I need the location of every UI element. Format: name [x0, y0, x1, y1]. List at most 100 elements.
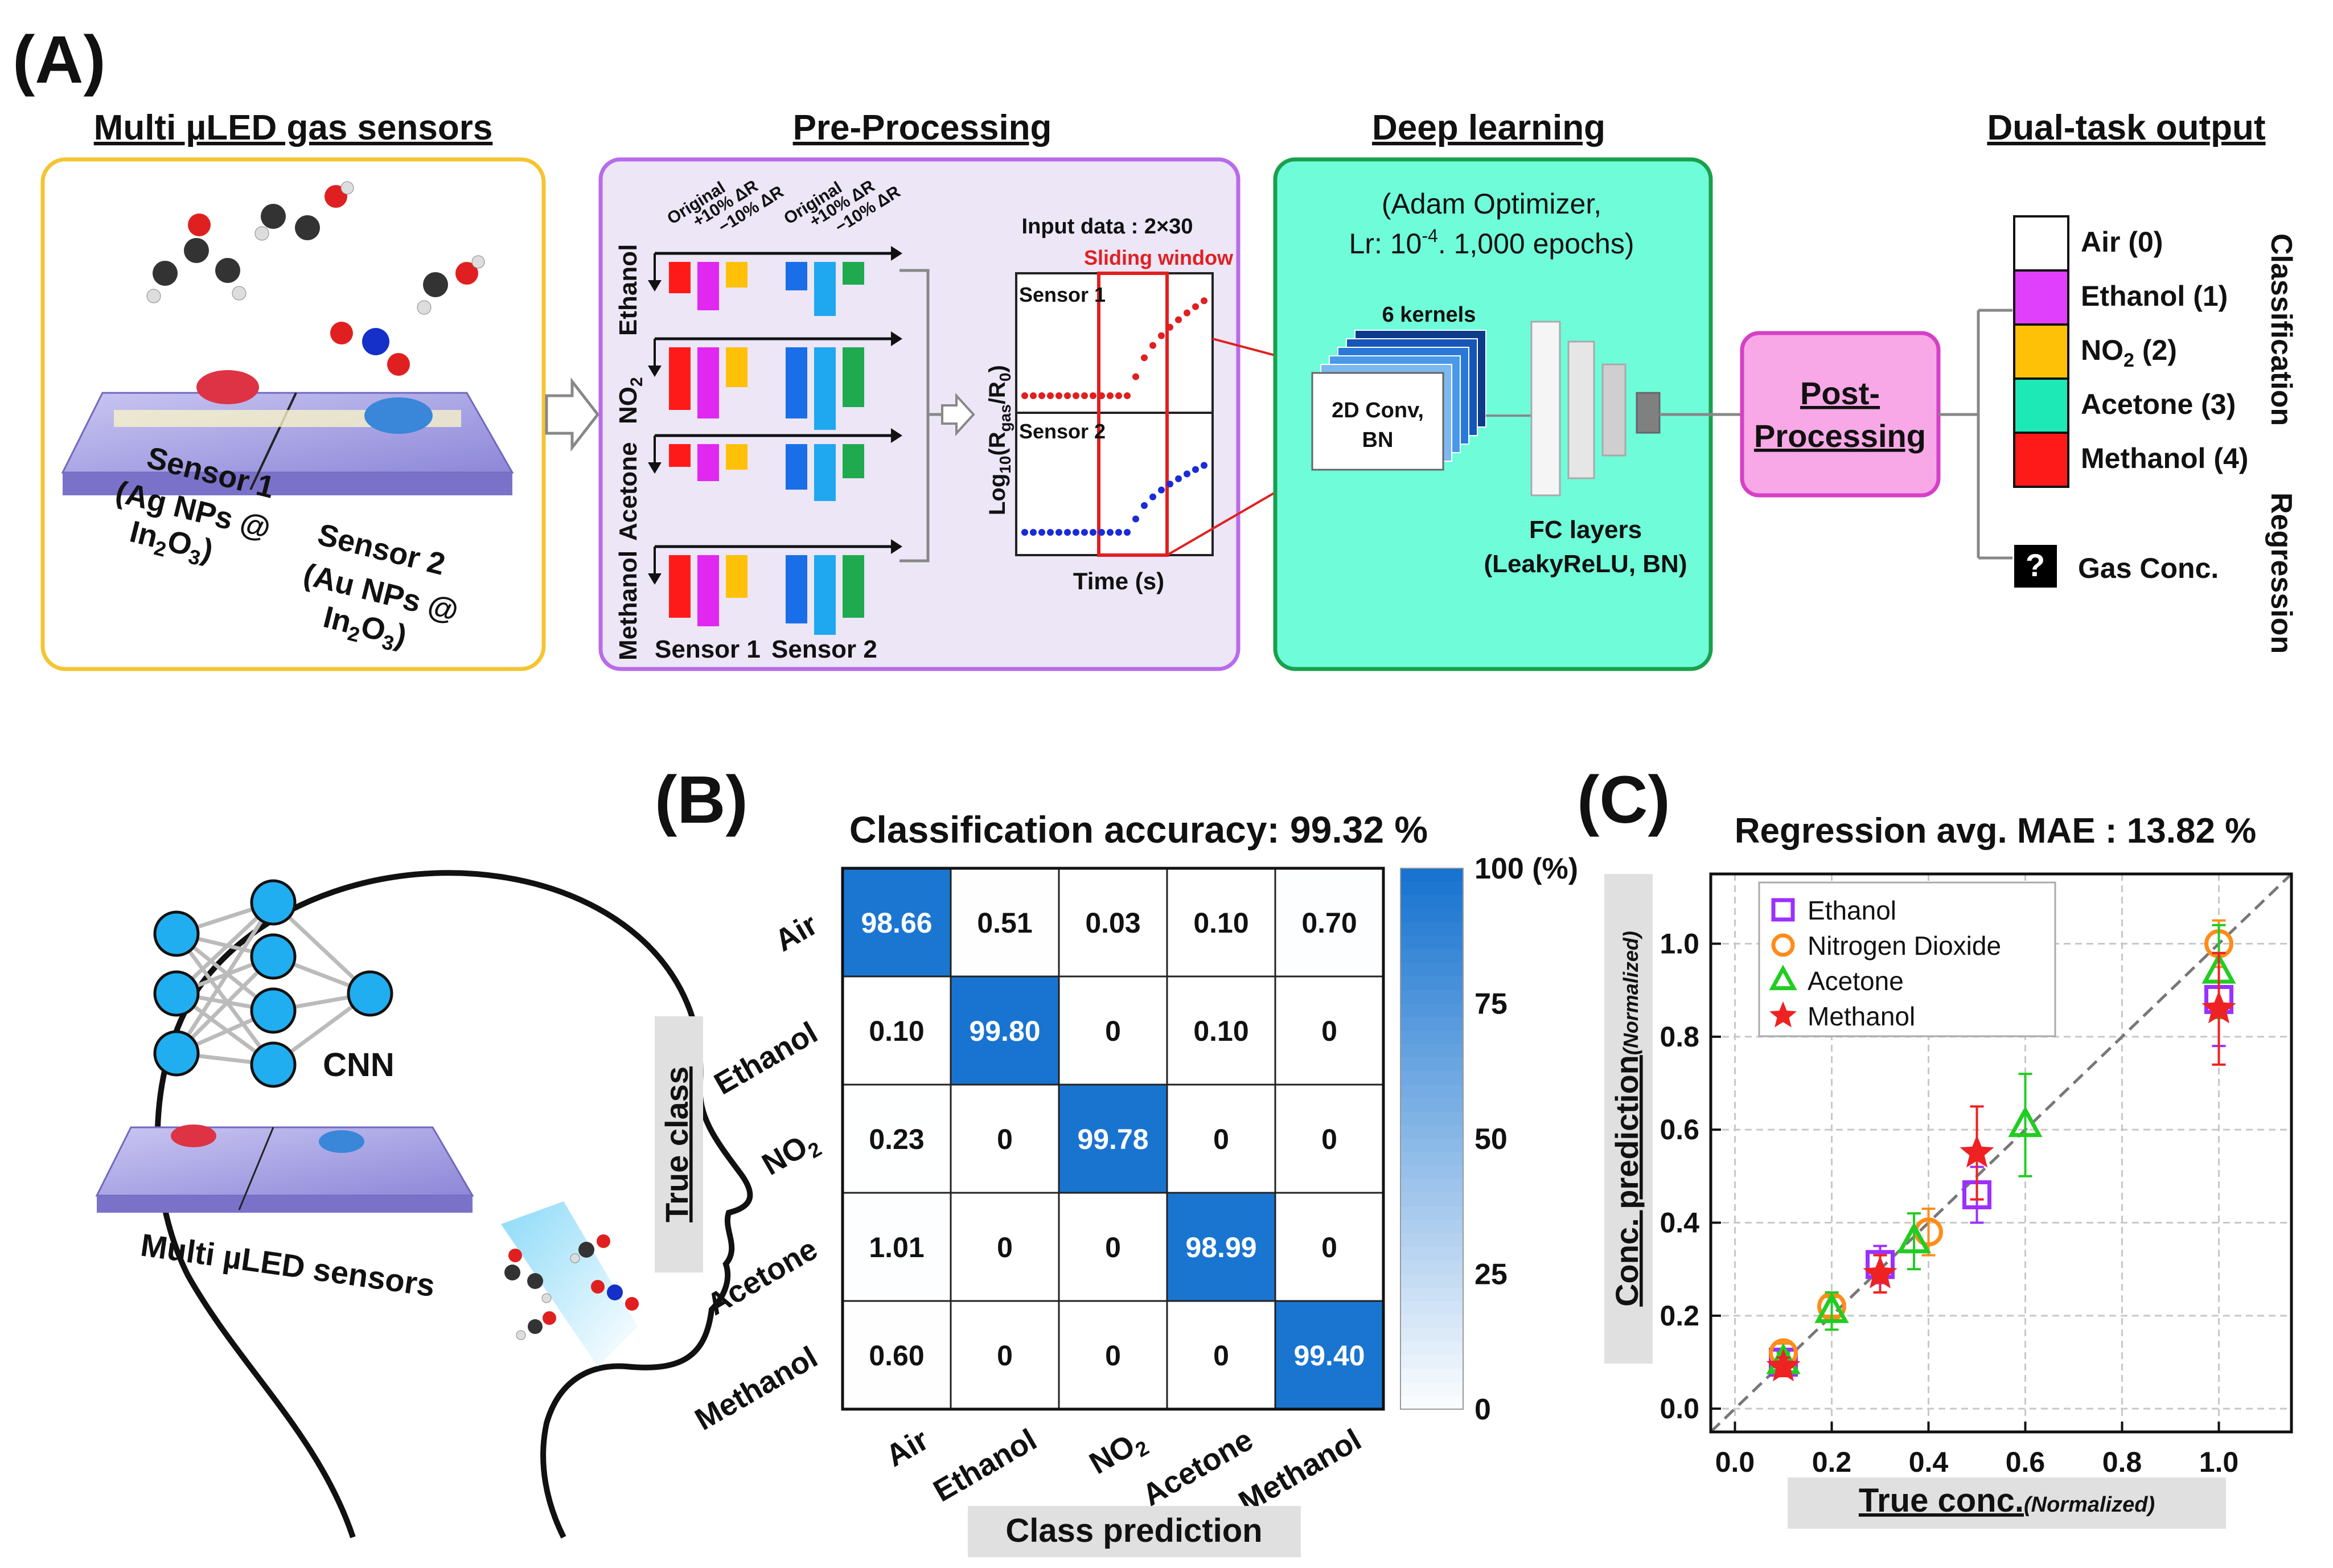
class-swatch [2013, 215, 2069, 272]
colorbar-segment [1400, 895, 1463, 910]
colorbar-segment [1400, 1098, 1463, 1113]
heatmap-value: 0.60 [869, 1340, 924, 1372]
colorbar-segment [1400, 1328, 1463, 1343]
colorbar-segment [1400, 1368, 1463, 1383]
heatmap-value: 0 [1105, 1340, 1121, 1372]
heatmap-value: 0.10 [869, 1015, 924, 1047]
heatmap-value: 1.01 [869, 1232, 924, 1263]
class-label: Air (0) [2081, 226, 2163, 258]
scatter-ylabel-bg [1604, 874, 1653, 1364]
bar-axis-arrow [891, 246, 902, 261]
breath-stream [501, 1201, 638, 1366]
data-point-star [2201, 991, 2236, 1024]
augmentation-bar [814, 555, 836, 635]
heatmap-value: 0 [1105, 1015, 1121, 1047]
colorbar-segment [1400, 949, 1463, 964]
heatmap-value: 0.70 [1301, 907, 1357, 939]
nn-node [250, 987, 297, 1034]
sensor2-signal-dot [1030, 529, 1037, 536]
heatmap-cell [950, 1192, 1060, 1302]
heatmap-value: 0 [997, 1340, 1013, 1372]
nn-node [153, 910, 200, 957]
sliding-window-rect [1097, 272, 1169, 557]
colorbar-segment [1400, 909, 1463, 923]
y-tick-label: 0.8 [1660, 1021, 1699, 1053]
sensor1-signal-dot [1158, 332, 1165, 339]
augmentation-bar [726, 262, 747, 288]
data-point-triangle [1896, 1222, 1932, 1254]
x-tick-label: 0.2 [1812, 1446, 1852, 1478]
row-label-methanol: Methanol [614, 551, 642, 660]
augmentation-bar [843, 555, 864, 618]
heatmap-col-label: Ethanol [928, 1422, 1042, 1508]
heatmap-cell [1166, 1300, 1276, 1410]
nn-node [250, 1041, 297, 1088]
output-branch [1938, 309, 2012, 560]
heatmap-cell [1274, 975, 1385, 1086]
colorbar-segment [1400, 1233, 1463, 1247]
x-tick-label: 0.6 [2006, 1446, 2046, 1478]
sensor2-signal-dot [1081, 529, 1088, 536]
fc-layers [1530, 321, 1661, 496]
fc-label-line2: (LeakyReLU, BN) [1484, 550, 1687, 578]
molecules-top [146, 181, 485, 376]
colorbar-segment [1400, 881, 1463, 896]
augmentation-bar [697, 444, 719, 481]
input-plot-xlabel: Time (s) [1073, 568, 1164, 594]
sensor1-signal-dot [1030, 392, 1037, 399]
x-tick-label: 0.8 [2102, 1446, 2142, 1478]
sensor2-signal-dot [1115, 529, 1122, 536]
sensor1-signal-dot [1081, 392, 1088, 399]
x-tick-label: 0.4 [1909, 1446, 1949, 1478]
augmentation-bar [669, 555, 691, 618]
sensor2-signal-dot [1141, 502, 1148, 509]
heatmap-value: 0.10 [1193, 907, 1248, 939]
heatmap-value: 0 [1321, 1015, 1337, 1047]
augmentation-bar [786, 444, 807, 490]
augmentation-bar [843, 444, 864, 478]
colorbar-segment [1400, 1220, 1463, 1234]
regression-scatter: 0.0 0.2 0.4 0.6 0.8 1.0 0.0 0.2 0.4 0.6 0.8 1.0 Etha… [1660, 872, 2293, 1478]
y-tick-label: 0.2 [1660, 1300, 1699, 1332]
augmentation-bar [697, 555, 719, 626]
sensor1-signal-dot [1132, 373, 1139, 380]
colorbar-segment [1400, 1314, 1463, 1329]
data-point-star [1960, 1135, 1994, 1168]
bar-axis-down-arrow [648, 573, 662, 585]
colorbar-segment [1400, 1193, 1463, 1207]
sensor2-signal-dot [1184, 470, 1190, 478]
input-signal-dots [1021, 297, 1207, 536]
bar-axis-down-arrow [648, 366, 662, 377]
sensor2-signal-dot [1107, 529, 1114, 536]
colorbar-segment [1400, 1057, 1463, 1072]
sensor2-signal-dot [1038, 529, 1045, 536]
scatter-xlabel: True conc.(Normalized) [1859, 1482, 2155, 1519]
sensor2-signal-dot [1064, 529, 1071, 536]
nn-node [153, 1030, 200, 1077]
sensor2-signal-dot [1158, 486, 1165, 494]
heatmap-cell [1058, 867, 1168, 978]
heatmap-cell [950, 1300, 1060, 1410]
sensor-chip [61, 370, 514, 495]
heatmap-value: 0.23 [869, 1123, 924, 1155]
heatmap-value: 0.03 [1085, 907, 1140, 939]
colorbar-segment [1400, 976, 1463, 991]
input-data-label: Input data : 2×30 [1022, 215, 1193, 239]
plot-frame [1709, 872, 2293, 1434]
sliding-window-label: Sliding window [1084, 246, 1234, 269]
panel-label-c: (C) [1577, 762, 1670, 838]
gas-row-labels: Ethanol NO2 Acetone Methanol [614, 244, 646, 660]
colorbar-segment [1400, 1071, 1463, 1085]
scatter-ylabel: Conc. prediction(Normalized) [1609, 931, 1645, 1307]
sensor1-signal-dot [1055, 392, 1062, 399]
classification-side-label: Classification [2265, 233, 2298, 426]
legend-marker [1771, 898, 1795, 922]
stage-title-deep-learning: Deep learning [1372, 108, 1605, 147]
heatmap-row-label: NO2 [757, 1123, 825, 1185]
augmentation-bar [669, 444, 691, 467]
kernel-stack [1311, 330, 1486, 471]
augmentation-bar [843, 262, 864, 285]
colorbar-segment [1400, 1003, 1463, 1018]
colorbar-segment [1400, 935, 1463, 950]
bar-axis-arrow [891, 539, 902, 554]
